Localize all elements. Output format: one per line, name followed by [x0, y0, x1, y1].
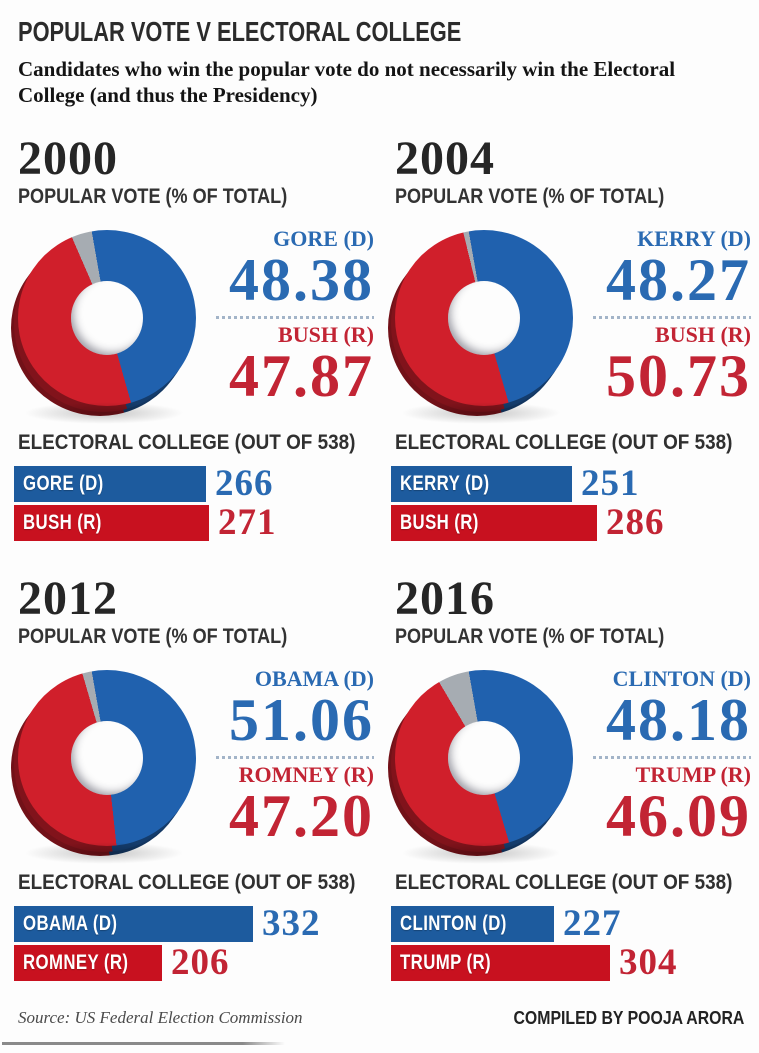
dem-candidate-label: KERRY (D)	[637, 226, 751, 251]
popular-vote-heading: POPULAR VOTE (% OF TOTAL)	[395, 185, 665, 208]
source-note: Source: US Federal Election Commission	[18, 1008, 303, 1027]
popular-vote-figures: GORE (D) 48.38 BUSH (R) 47.87	[216, 226, 374, 409]
ec-dem-value: 227	[563, 903, 622, 944]
ec-dem-row: KERRY (D) 251	[391, 463, 751, 504]
ec-dem-bar: GORE (D)	[14, 466, 206, 502]
ec-dem-bar-label: CLINTON (D)	[400, 912, 507, 935]
popular-vote-heading: POPULAR VOTE (% OF TOTAL)	[18, 185, 288, 208]
year-heading: 2016	[395, 572, 495, 625]
ec-rep-bar-label: BUSH (R)	[23, 511, 102, 534]
ec-rep-value: 304	[619, 942, 678, 983]
donut-hole	[448, 721, 520, 795]
ec-dem-bar-label: OBAMA (D)	[23, 912, 118, 935]
ec-rep-bar-label: TRUMP (R)	[400, 951, 492, 974]
dem-popular-vote-value: 48.27	[606, 247, 751, 313]
ec-dem-bar: OBAMA (D)	[14, 906, 253, 942]
panel-2012: 2012 POPULAR VOTE (% OF TOTAL) OBAMA (D)…	[11, 572, 374, 995]
electoral-college-heading: ELECTORAL COLLEGE (OUT OF 538)	[18, 431, 356, 454]
popular-vote-heading: POPULAR VOTE (% OF TOTAL)	[395, 625, 665, 648]
ec-rep-bar-label: ROMNEY (R)	[23, 951, 129, 974]
ec-rep-bar: TRUMP (R)	[391, 945, 610, 981]
electoral-college-heading: ELECTORAL COLLEGE (OUT OF 538)	[395, 431, 733, 454]
ec-dem-bar-label: KERRY (D)	[400, 472, 490, 495]
ec-rep-row: BUSH (R) 271	[14, 502, 374, 543]
ec-rep-bar: BUSH (R)	[14, 505, 209, 541]
popular-vote-donut-chart	[11, 670, 198, 864]
popular-vote-donut-chart	[388, 230, 575, 424]
popular-vote-figures: CLINTON (D) 48.18 TRUMP (R) 46.09	[593, 666, 751, 849]
ec-dem-value: 251	[581, 463, 640, 504]
rep-candidate-label: ROMNEY (R)	[238, 762, 374, 787]
page-subtitle: Candidates who win the popular vote do n…	[18, 57, 676, 108]
rep-popular-vote-value: 50.73	[606, 343, 751, 409]
donut-hole	[71, 281, 143, 355]
ec-dem-row: CLINTON (D) 227	[391, 903, 751, 944]
ec-rep-row: ROMNEY (R) 206	[14, 942, 374, 983]
rep-popular-vote-value: 47.87	[229, 343, 374, 409]
rep-candidate-label: TRUMP (R)	[635, 762, 751, 787]
dotted-divider	[216, 316, 374, 319]
ec-rep-bar-label: BUSH (R)	[400, 511, 479, 534]
dotted-divider	[593, 316, 751, 319]
electoral-college-heading: ELECTORAL COLLEGE (OUT OF 538)	[18, 871, 356, 894]
panel-2000: 2000 POPULAR VOTE (% OF TOTAL) GORE (D) …	[11, 132, 374, 555]
donut-ground-shadow	[24, 842, 184, 864]
rep-candidate-label: BUSH (R)	[655, 322, 751, 347]
ec-rep-bar: ROMNEY (R)	[14, 945, 162, 981]
electoral-college-bar-chart: KERRY (D) 251 BUSH (R) 286	[391, 463, 751, 544]
ec-dem-row: OBAMA (D) 332	[14, 903, 374, 944]
electoral-college-bar-chart: GORE (D) 266 BUSH (R) 271	[14, 463, 374, 544]
bottom-divider-rule	[2, 1042, 285, 1045]
electoral-college-heading: ELECTORAL COLLEGE (OUT OF 538)	[395, 871, 733, 894]
popular-vote-figures: OBAMA (D) 51.06 ROMNEY (R) 47.20	[216, 666, 374, 849]
donut-hole	[448, 281, 520, 355]
donut-ground-shadow	[401, 842, 561, 864]
dem-candidate-label: CLINTON (D)	[612, 666, 751, 691]
year-heading: 2004	[395, 132, 495, 185]
popular-vote-donut-chart	[11, 230, 198, 424]
popular-vote-heading: POPULAR VOTE (% OF TOTAL)	[18, 625, 288, 648]
rep-popular-vote-value: 47.20	[229, 783, 374, 849]
popular-vote-donut-chart	[388, 670, 575, 864]
dem-popular-vote-value: 48.18	[606, 687, 751, 753]
rep-popular-vote-value: 46.09	[606, 783, 751, 849]
donut-ground-shadow	[401, 402, 561, 424]
year-heading: 2012	[18, 572, 118, 625]
ec-rep-row: BUSH (R) 286	[391, 502, 751, 543]
ec-rep-value: 271	[218, 502, 277, 543]
donut-ground-shadow	[24, 402, 184, 424]
panel-2016: 2016 POPULAR VOTE (% OF TOTAL) CLINTON (…	[388, 572, 751, 995]
ec-rep-value: 286	[606, 502, 665, 543]
ec-rep-row: TRUMP (R) 304	[391, 942, 751, 983]
dem-popular-vote-value: 48.38	[229, 247, 374, 313]
donut-hole	[71, 721, 143, 795]
dem-candidate-label: GORE (D)	[273, 226, 374, 251]
dem-candidate-label: OBAMA (D)	[254, 666, 374, 691]
dem-popular-vote-value: 51.06	[229, 687, 374, 753]
ec-dem-value: 266	[215, 463, 274, 504]
ec-rep-value: 206	[171, 942, 230, 983]
dotted-divider	[593, 756, 751, 759]
electoral-college-bar-chart: OBAMA (D) 332 ROMNEY (R) 206	[14, 903, 374, 984]
compiled-by-credit: COMPILED BY POOJA ARORA	[513, 1008, 744, 1028]
ec-dem-bar-label: GORE (D)	[23, 472, 104, 495]
panel-2004: 2004 POPULAR VOTE (% OF TOTAL) KERRY (D)…	[388, 132, 751, 555]
ec-dem-bar: CLINTON (D)	[391, 906, 554, 942]
year-heading: 2000	[18, 132, 118, 185]
dotted-divider	[216, 756, 374, 759]
ec-dem-bar: KERRY (D)	[391, 466, 572, 502]
popular-vote-figures: KERRY (D) 48.27 BUSH (R) 50.73	[593, 226, 751, 409]
rep-candidate-label: BUSH (R)	[278, 322, 374, 347]
electoral-college-bar-chart: CLINTON (D) 227 TRUMP (R) 304	[391, 903, 751, 984]
page-title: POPULAR VOTE V ELECTORAL COLLEGE	[18, 16, 462, 47]
ec-dem-row: GORE (D) 266	[14, 463, 374, 504]
ec-dem-value: 332	[262, 903, 321, 944]
ec-rep-bar: BUSH (R)	[391, 505, 597, 541]
